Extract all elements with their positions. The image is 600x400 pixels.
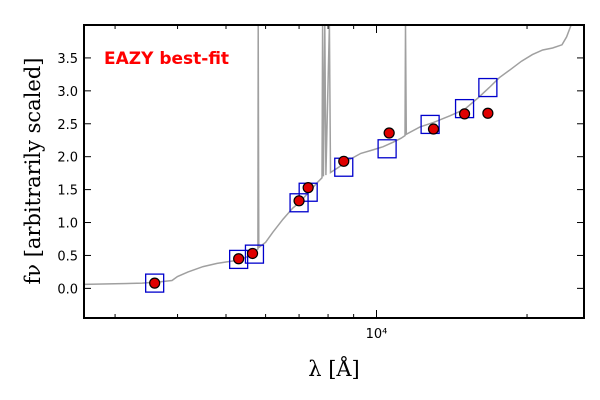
observed-point: [233, 253, 245, 265]
plot-frame: [83, 24, 585, 319]
observed-point: [302, 182, 314, 194]
model-square: [478, 77, 498, 98]
y-tick-label: 1.0: [57, 217, 78, 232]
observed-point: [149, 277, 161, 289]
observed-point: [383, 127, 395, 139]
model-square: [377, 139, 397, 159]
observed-point: [427, 123, 440, 135]
x-tick-label: 10⁴: [366, 327, 388, 342]
plot-background: [84, 25, 584, 318]
model-square: [229, 249, 249, 270]
template-spectrum: [83, 24, 572, 286]
template-line: [83, 24, 572, 286]
observed-point: [246, 247, 259, 260]
y-axis-title: fν [arbitrarily scaled]: [21, 58, 45, 285]
y-tick-label: 0.0: [57, 282, 78, 297]
y-tick-label: 3.0: [57, 85, 78, 100]
y-tick-label: 1.5: [57, 184, 78, 199]
best-fit-annotation: EAZY best-fit: [104, 49, 229, 69]
y-tick-label: 2.5: [57, 118, 78, 133]
y-tick-label: 2.0: [57, 151, 78, 166]
observed-point: [293, 195, 305, 207]
y-tick-label: 3.5: [57, 52, 78, 67]
observed-point: [338, 155, 350, 167]
observed-point: [482, 107, 494, 119]
y-tick-label: 0.5: [57, 249, 78, 264]
observed-photometry: [149, 107, 494, 289]
observed-point: [458, 108, 471, 120]
x-axis-title: λ [Å]: [308, 356, 360, 381]
axis-ticks: 0.0 0.5 1.0 1.5 2.0 2.5 3.0 3.5 10⁴: [57, 25, 584, 342]
model-square: [244, 244, 265, 264]
model-square: [145, 273, 165, 293]
